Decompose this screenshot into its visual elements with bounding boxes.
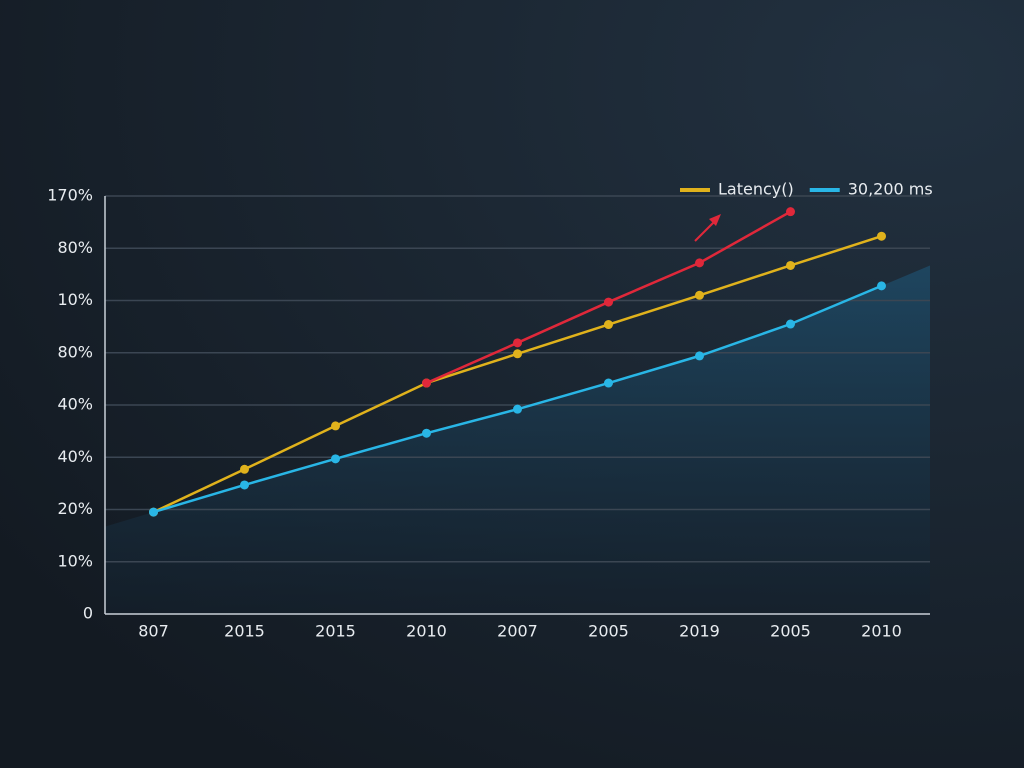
x-tick-label: 2015 [315, 622, 356, 641]
point [604, 320, 613, 330]
point [604, 297, 613, 307]
annotation-arrow [694, 214, 721, 242]
point [786, 260, 795, 270]
legend-label: Latency() [718, 180, 794, 199]
y-tick-label: 80% [57, 238, 93, 257]
x-tick-label: 807 [138, 622, 169, 641]
y-tick-label: 40% [57, 447, 93, 466]
y-tick-label: 40% [57, 395, 93, 414]
y-tick-label: 0 [83, 604, 93, 623]
x-tick-label: 2019 [679, 622, 720, 641]
y-tick-label: 170% [47, 186, 93, 205]
point [513, 338, 522, 348]
point [695, 290, 704, 300]
x-tick-label: 2015 [224, 622, 265, 641]
x-tick-label: 2005 [588, 622, 629, 641]
point [877, 281, 886, 291]
y-tick-label: 20% [57, 499, 93, 518]
legend: Latency() 30,200 ms [680, 180, 933, 199]
x-tick-label: 2007 [497, 622, 538, 641]
point [149, 507, 158, 517]
point [331, 421, 340, 431]
point [877, 231, 886, 241]
point [422, 378, 431, 388]
x-tick-label: 2010 [861, 622, 902, 641]
point [786, 207, 795, 217]
point [513, 349, 522, 359]
x-tick-label: 2010 [406, 622, 447, 641]
point [786, 319, 795, 329]
lines [149, 207, 886, 517]
y-tick-label: 10% [57, 551, 93, 570]
point [331, 454, 340, 464]
point [240, 464, 249, 474]
point [604, 378, 613, 388]
y-tick-label: 80% [57, 342, 93, 361]
point [422, 428, 431, 438]
point [240, 480, 249, 490]
y-tick-label: 10% [57, 290, 93, 309]
point [695, 258, 704, 268]
point [513, 404, 522, 414]
point [695, 351, 704, 361]
x-tick-label: 2005 [770, 622, 811, 641]
legend-label: 30,200 ms [848, 180, 933, 199]
